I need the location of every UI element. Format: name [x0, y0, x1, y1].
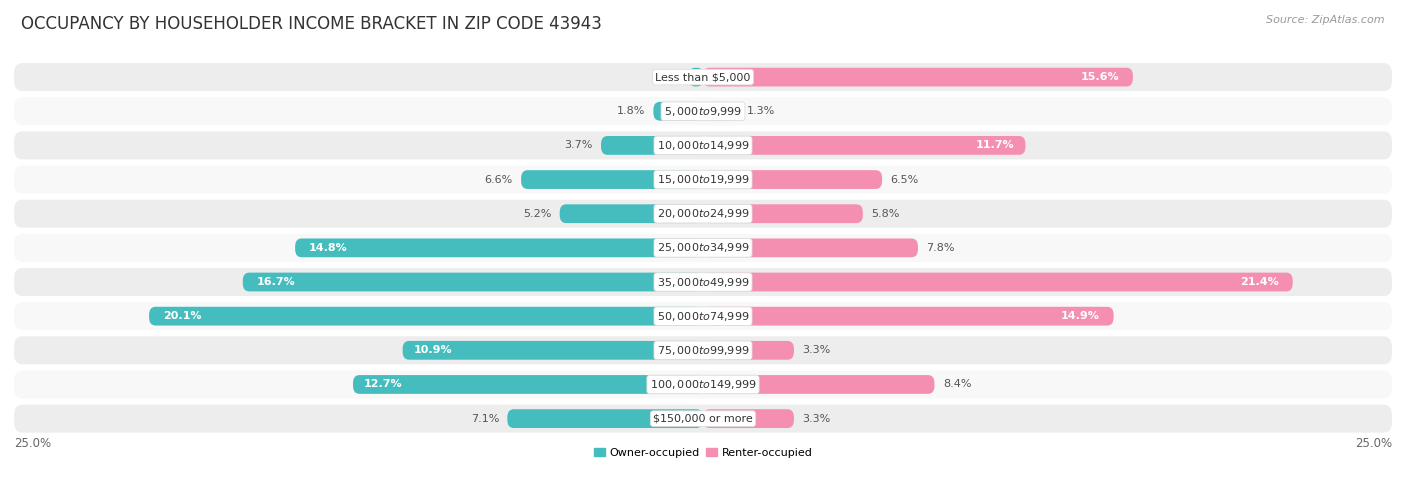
FancyBboxPatch shape: [149, 307, 703, 326]
Text: $75,000 to $99,999: $75,000 to $99,999: [657, 344, 749, 357]
Text: 3.3%: 3.3%: [803, 414, 831, 424]
Text: 14.8%: 14.8%: [309, 243, 347, 253]
FancyBboxPatch shape: [703, 341, 794, 360]
Text: 11.7%: 11.7%: [976, 140, 1014, 150]
Text: 1.3%: 1.3%: [747, 106, 775, 116]
FancyBboxPatch shape: [689, 68, 703, 87]
FancyBboxPatch shape: [703, 375, 935, 394]
FancyBboxPatch shape: [703, 204, 863, 223]
FancyBboxPatch shape: [14, 370, 1392, 399]
FancyBboxPatch shape: [14, 131, 1392, 159]
FancyBboxPatch shape: [703, 307, 1114, 326]
FancyBboxPatch shape: [353, 375, 703, 394]
Text: 5.8%: 5.8%: [872, 208, 900, 219]
Text: $150,000 or more: $150,000 or more: [654, 414, 752, 424]
FancyBboxPatch shape: [522, 170, 703, 189]
Text: 6.6%: 6.6%: [485, 174, 513, 185]
FancyBboxPatch shape: [654, 102, 703, 121]
FancyBboxPatch shape: [402, 341, 703, 360]
Text: 12.7%: 12.7%: [364, 380, 402, 389]
Text: 15.6%: 15.6%: [1080, 72, 1119, 82]
FancyBboxPatch shape: [14, 166, 1392, 193]
Text: 25.0%: 25.0%: [14, 437, 51, 451]
FancyBboxPatch shape: [703, 170, 882, 189]
Text: OCCUPANCY BY HOUSEHOLDER INCOME BRACKET IN ZIP CODE 43943: OCCUPANCY BY HOUSEHOLDER INCOME BRACKET …: [21, 15, 602, 33]
Text: 14.9%: 14.9%: [1062, 311, 1099, 321]
FancyBboxPatch shape: [243, 273, 703, 292]
FancyBboxPatch shape: [14, 63, 1392, 91]
FancyBboxPatch shape: [703, 409, 794, 428]
Text: 25.0%: 25.0%: [1355, 437, 1392, 451]
Text: 20.1%: 20.1%: [163, 311, 201, 321]
Text: 3.3%: 3.3%: [803, 346, 831, 355]
Text: 7.8%: 7.8%: [927, 243, 955, 253]
Text: 21.4%: 21.4%: [1240, 277, 1279, 287]
FancyBboxPatch shape: [703, 68, 1133, 87]
Text: $15,000 to $19,999: $15,000 to $19,999: [657, 173, 749, 186]
FancyBboxPatch shape: [703, 102, 738, 121]
FancyBboxPatch shape: [560, 204, 703, 223]
Legend: Owner-occupied, Renter-occupied: Owner-occupied, Renter-occupied: [589, 443, 817, 462]
FancyBboxPatch shape: [14, 234, 1392, 262]
Text: $50,000 to $74,999: $50,000 to $74,999: [657, 310, 749, 323]
Text: 16.7%: 16.7%: [256, 277, 295, 287]
Text: $25,000 to $34,999: $25,000 to $34,999: [657, 242, 749, 254]
FancyBboxPatch shape: [14, 200, 1392, 228]
Text: 3.7%: 3.7%: [564, 140, 593, 150]
FancyBboxPatch shape: [14, 302, 1392, 330]
Text: 7.1%: 7.1%: [471, 414, 499, 424]
Text: $35,000 to $49,999: $35,000 to $49,999: [657, 276, 749, 289]
Text: 6.5%: 6.5%: [890, 174, 918, 185]
FancyBboxPatch shape: [703, 273, 1292, 292]
Text: Less than $5,000: Less than $5,000: [655, 72, 751, 82]
Text: $10,000 to $14,999: $10,000 to $14,999: [657, 139, 749, 152]
Text: 5.2%: 5.2%: [523, 208, 551, 219]
FancyBboxPatch shape: [14, 268, 1392, 296]
FancyBboxPatch shape: [295, 239, 703, 257]
Text: 8.4%: 8.4%: [943, 380, 972, 389]
Text: $5,000 to $9,999: $5,000 to $9,999: [664, 105, 742, 118]
Text: 1.8%: 1.8%: [617, 106, 645, 116]
FancyBboxPatch shape: [14, 405, 1392, 433]
FancyBboxPatch shape: [508, 409, 703, 428]
FancyBboxPatch shape: [703, 136, 1025, 155]
Text: 10.9%: 10.9%: [413, 346, 453, 355]
Text: Source: ZipAtlas.com: Source: ZipAtlas.com: [1267, 15, 1385, 25]
Text: $20,000 to $24,999: $20,000 to $24,999: [657, 207, 749, 220]
FancyBboxPatch shape: [703, 239, 918, 257]
Text: 0.5%: 0.5%: [652, 72, 681, 82]
FancyBboxPatch shape: [14, 97, 1392, 125]
FancyBboxPatch shape: [600, 136, 703, 155]
Text: $100,000 to $149,999: $100,000 to $149,999: [650, 378, 756, 391]
FancyBboxPatch shape: [14, 336, 1392, 364]
